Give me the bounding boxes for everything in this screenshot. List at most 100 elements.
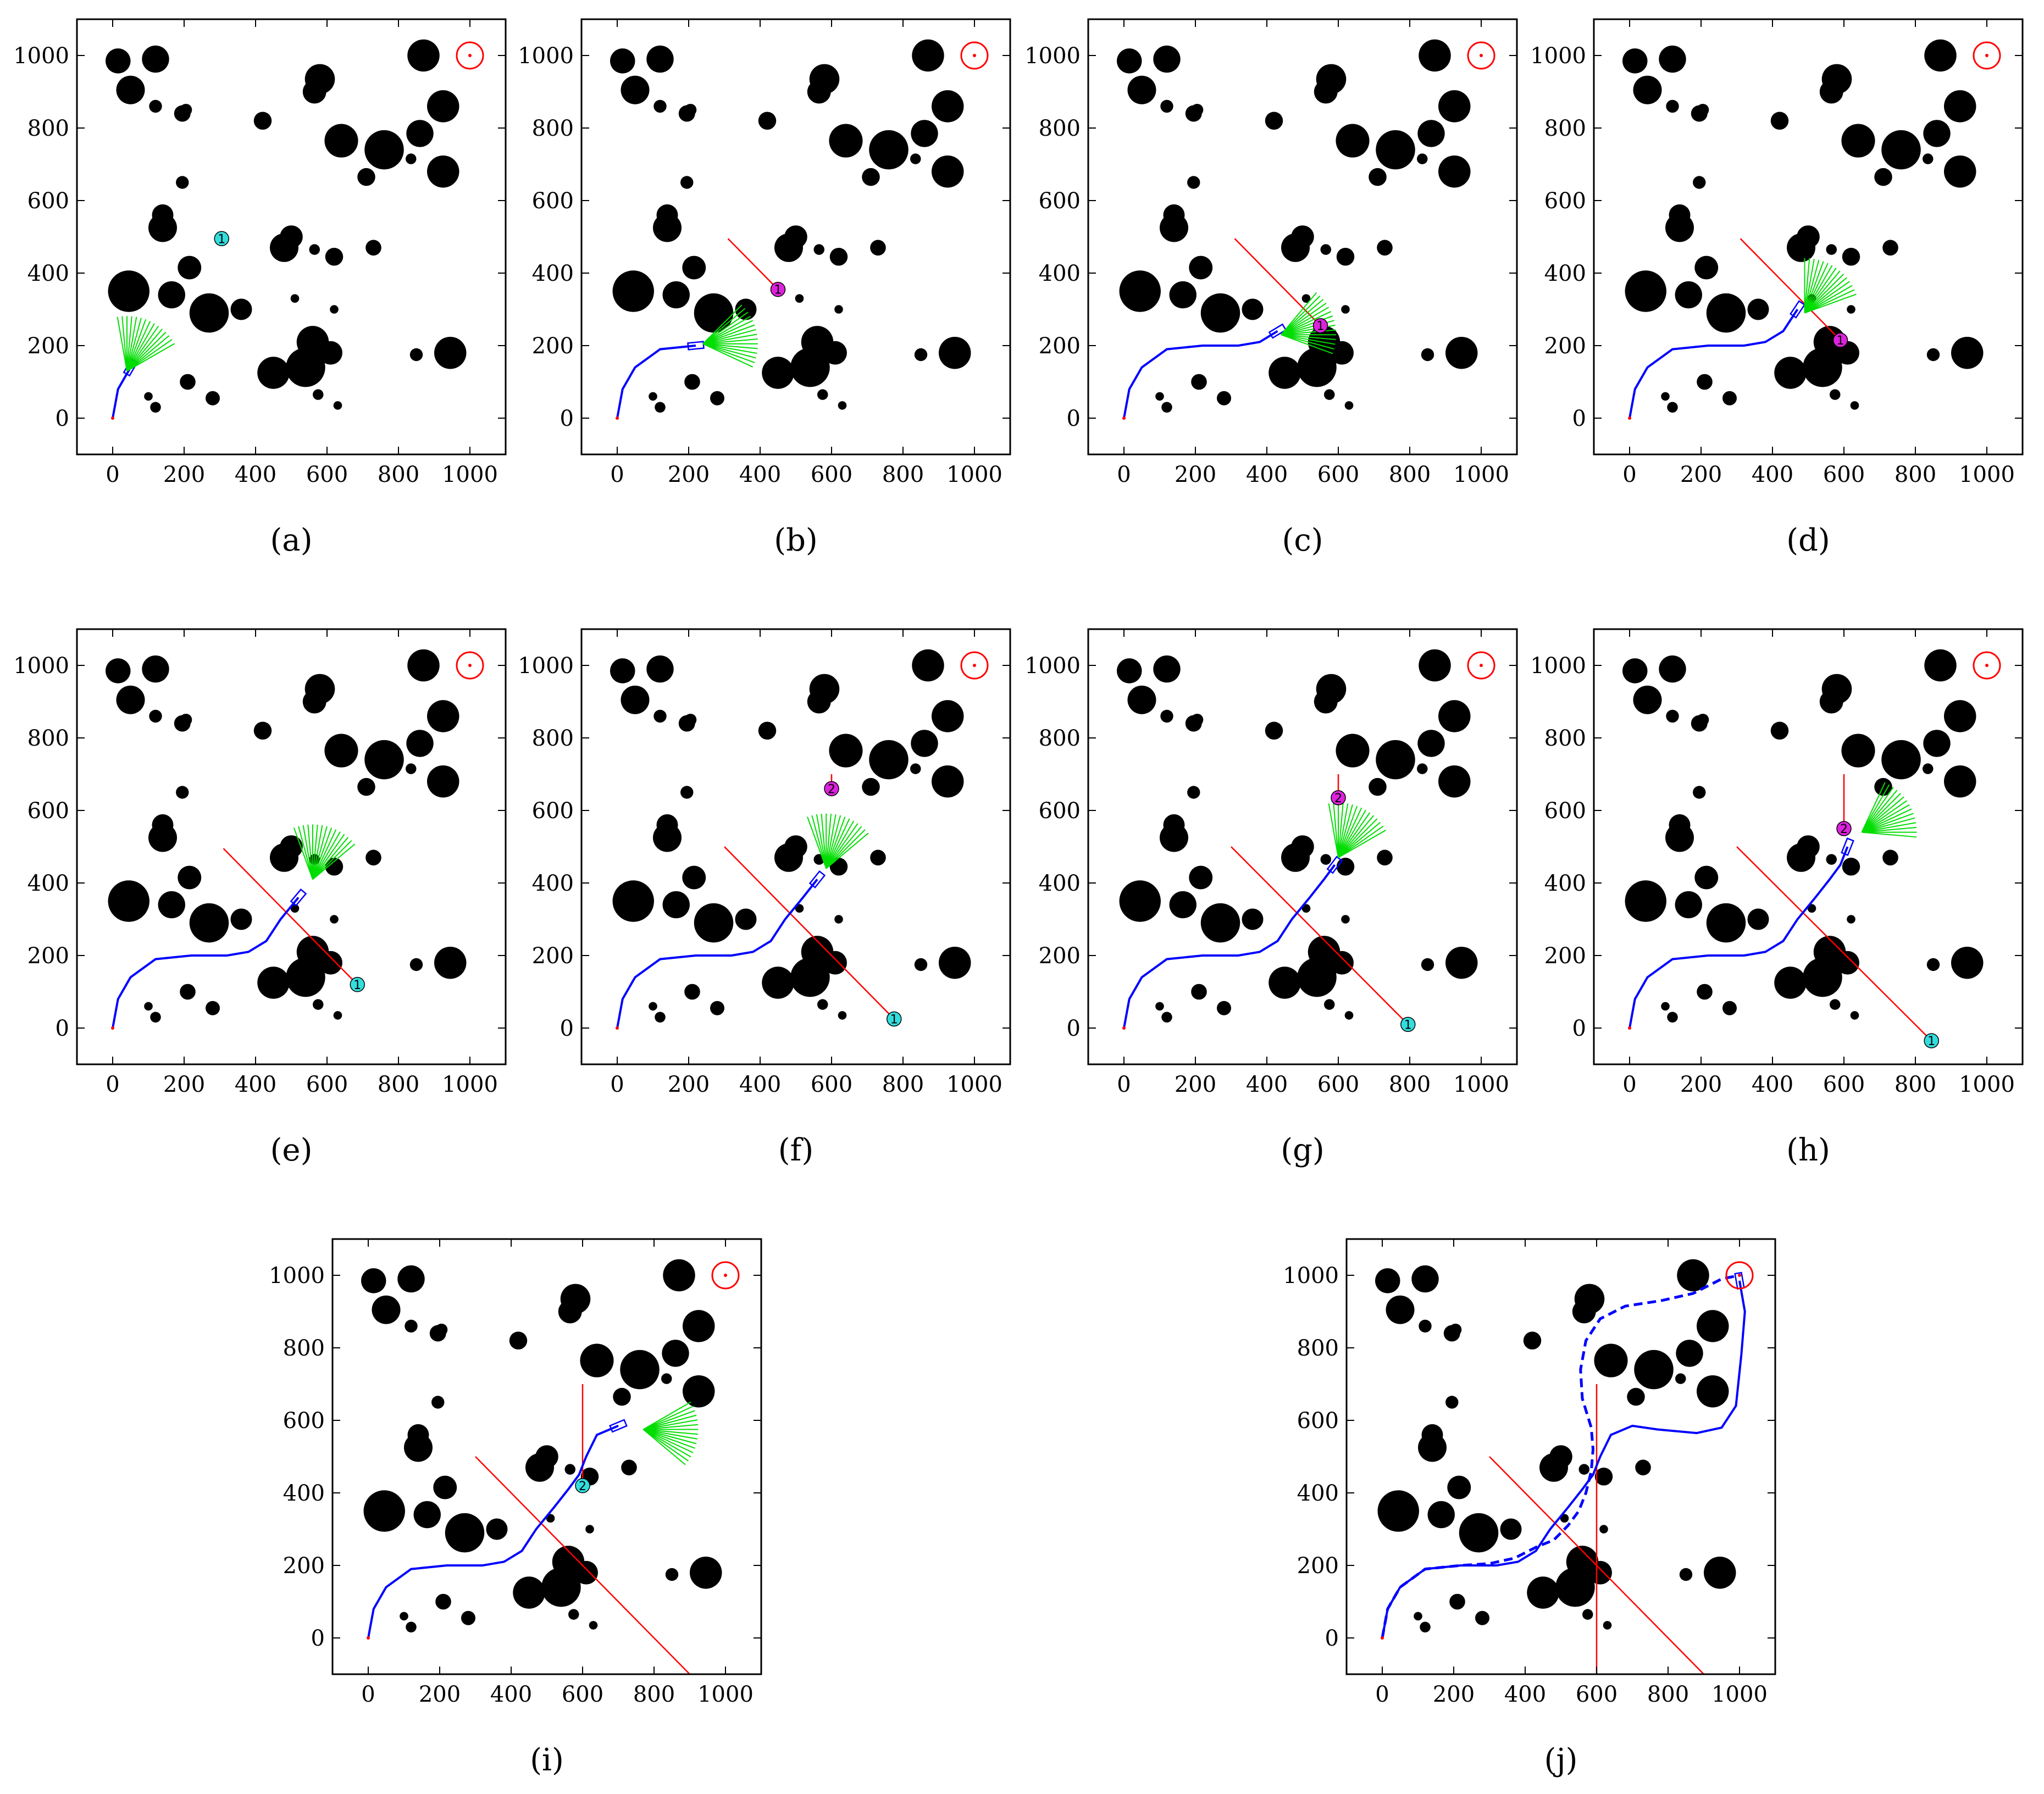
obstacle xyxy=(461,1610,475,1625)
sensor-ray xyxy=(1804,289,1855,314)
obstacle xyxy=(862,168,880,186)
obstacle xyxy=(509,1331,528,1350)
obstacle xyxy=(1269,967,1301,999)
plot-frame xyxy=(76,628,507,1065)
obstacle xyxy=(206,1001,220,1015)
y-tick-label: 600 xyxy=(532,798,574,824)
obstacle xyxy=(1189,256,1213,280)
dynamic-obstacle: 2 xyxy=(824,781,839,796)
x-tick-label: 1000 xyxy=(697,1682,754,1707)
obstacle xyxy=(1697,984,1713,1000)
sensor-ray xyxy=(643,1424,699,1430)
obstacle xyxy=(150,1012,161,1023)
obstacle xyxy=(574,1560,598,1585)
sensor-ray xyxy=(312,827,333,880)
obstacle xyxy=(313,999,324,1010)
travelled-path xyxy=(1628,846,1849,1029)
obstacle xyxy=(1417,763,1428,774)
y-tick-label: 400 xyxy=(1039,261,1081,286)
plot-area: 12 xyxy=(1622,649,2001,1048)
x-tick-label: 400 xyxy=(1752,1072,1793,1097)
obstacle xyxy=(1200,293,1240,333)
obstacle xyxy=(1841,124,1875,158)
sensor-ray xyxy=(1804,293,1857,314)
obstacle xyxy=(1667,402,1678,413)
sensor-ray xyxy=(312,831,341,880)
obstacle xyxy=(357,777,375,796)
x-tick-label: 1000 xyxy=(1959,1072,2015,1097)
sensor-ray xyxy=(1804,270,1841,314)
obstacle xyxy=(1377,240,1393,256)
x-tick-label: 400 xyxy=(1246,1072,1288,1097)
sensor-ray xyxy=(643,1429,697,1445)
goal-center xyxy=(973,664,976,667)
dynamic-obstacle: 1 xyxy=(1924,1033,1939,1048)
sensor-ray xyxy=(126,343,175,372)
x-tick-label: 200 xyxy=(1433,1682,1475,1707)
sensor-ray xyxy=(1338,803,1349,858)
sensor-ray xyxy=(1338,818,1378,858)
obstacle xyxy=(912,649,944,682)
obstacle xyxy=(646,45,674,73)
sensor-ray xyxy=(307,824,313,880)
obstacle xyxy=(1369,168,1387,186)
obstacle xyxy=(1438,155,1471,188)
obstacle xyxy=(286,347,325,387)
sensor-fan xyxy=(1861,782,1917,838)
obstacle xyxy=(682,865,706,890)
sensor-ray xyxy=(702,343,755,363)
panel-caption: (j) xyxy=(1544,1742,1577,1778)
sensor-ray xyxy=(1281,292,1317,335)
goal-center xyxy=(1480,54,1483,57)
sensor-ray xyxy=(1804,281,1850,314)
x-tick-label: 800 xyxy=(1389,462,1431,487)
x-tick-label: 400 xyxy=(1504,1682,1546,1707)
obstacle xyxy=(1675,1373,1686,1384)
plot-frame xyxy=(1087,628,1518,1065)
obstacle xyxy=(932,155,964,188)
obstacle xyxy=(330,915,339,924)
sensor-ray xyxy=(702,324,755,345)
obstacle xyxy=(1160,99,1173,113)
start-marker xyxy=(1628,416,1631,420)
obstacle xyxy=(409,958,423,971)
goal-ring xyxy=(960,651,989,680)
obstacle xyxy=(1417,730,1445,757)
dynamic-obstacle-label: 2 xyxy=(828,782,835,796)
y-tick-label: 0 xyxy=(1067,1016,1081,1041)
obstacle xyxy=(330,305,339,314)
obstacle xyxy=(434,946,467,979)
obstacle xyxy=(1447,1475,1471,1499)
sensor-ray xyxy=(298,826,313,880)
obstacle xyxy=(1594,1343,1628,1378)
obstacle xyxy=(680,786,694,799)
obstacle xyxy=(1523,1331,1542,1350)
sensor-ray xyxy=(826,815,841,869)
sensor-ray xyxy=(312,829,337,880)
panel-d: 1 0 200 400 600 800 1000 0 200 400 600 800 1000 (d) xyxy=(1530,18,2024,558)
y-tick-label: 0 xyxy=(560,1016,574,1041)
obstacle xyxy=(1438,700,1471,732)
y-tick-label: 1000 xyxy=(13,43,69,69)
obstacle xyxy=(149,709,162,723)
obstacle xyxy=(1376,740,1415,780)
obstacle xyxy=(1153,45,1181,73)
threat-line xyxy=(727,238,779,290)
sensor-ray xyxy=(642,1429,689,1462)
obstacle xyxy=(365,849,381,866)
obstacle xyxy=(1191,713,1204,726)
obstacle xyxy=(662,1340,689,1367)
obstacle xyxy=(116,685,145,714)
obstacle xyxy=(1417,153,1428,164)
obstacle xyxy=(1500,1518,1522,1540)
y-tick-label: 600 xyxy=(1544,798,1586,824)
obstacle xyxy=(148,823,177,852)
sensor-ray xyxy=(126,319,147,371)
obstacle xyxy=(682,256,706,280)
start-marker xyxy=(111,1026,114,1030)
x-tick-label: 800 xyxy=(1389,1072,1431,1097)
obstacle xyxy=(1694,256,1719,280)
sensor-ray xyxy=(1338,829,1387,858)
x-tick-label: 0 xyxy=(106,462,119,487)
obstacle xyxy=(655,402,666,413)
